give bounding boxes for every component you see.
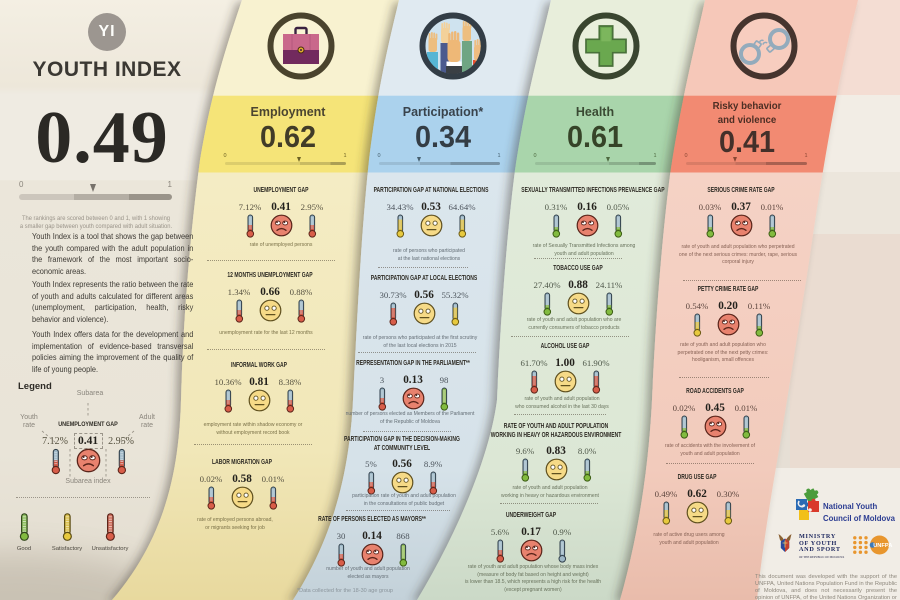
svg-text:UNFPA: UNFPA <box>873 543 892 549</box>
